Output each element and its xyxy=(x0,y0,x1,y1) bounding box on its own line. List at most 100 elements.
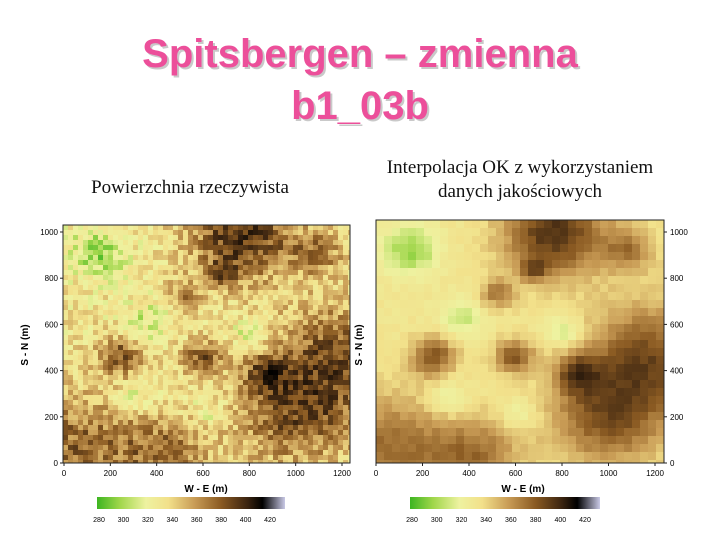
left-map-cell xyxy=(153,445,158,450)
left-map-cell xyxy=(193,410,198,415)
right-map-cell xyxy=(568,300,576,308)
right-map-cell xyxy=(472,268,480,276)
left-map-cell xyxy=(108,370,113,375)
left-map-cell xyxy=(293,400,298,405)
right-map-cell xyxy=(424,380,432,388)
right-map-cell xyxy=(624,412,632,420)
left-map-cell xyxy=(123,270,128,275)
left-map-cell xyxy=(83,310,88,315)
right-map-cell xyxy=(616,268,624,276)
left-map-cell xyxy=(73,390,78,395)
left-map-cell xyxy=(128,420,133,425)
left-map-cell xyxy=(218,320,223,325)
right-map-cell xyxy=(472,388,480,396)
left-map-cell xyxy=(278,250,283,255)
left-map-cell xyxy=(198,245,203,250)
left-map-cell xyxy=(338,450,343,455)
right-map-cell xyxy=(408,396,416,404)
left-map-cell xyxy=(278,280,283,285)
right-map-cell xyxy=(592,332,600,340)
right-map-cell xyxy=(560,332,568,340)
left-map-cell xyxy=(128,405,133,410)
left-map-cell xyxy=(263,315,268,320)
right-map-cell xyxy=(392,252,400,260)
left-map-cell xyxy=(143,315,148,320)
right-map-cell xyxy=(384,252,392,260)
left-map-cell xyxy=(213,240,218,245)
right-map-cell xyxy=(488,340,496,348)
left-map-cell xyxy=(118,340,123,345)
right-map-cell xyxy=(640,356,648,364)
left-map-cell xyxy=(143,355,148,360)
left-map-cell xyxy=(163,390,168,395)
left-map-cell xyxy=(198,315,203,320)
left-map-cell xyxy=(263,300,268,305)
right-map-cell xyxy=(656,460,664,463)
left-map-cell xyxy=(103,280,108,285)
left-map-cell xyxy=(168,320,173,325)
right-map-cell xyxy=(392,436,400,444)
left-map-cell xyxy=(103,360,108,365)
right-map-cell xyxy=(488,284,496,292)
left-map-cell xyxy=(118,385,123,390)
left-map-cell xyxy=(173,430,178,435)
left-map-cell xyxy=(258,305,263,310)
right-map-cell xyxy=(608,348,616,356)
left-map-cell xyxy=(168,245,173,250)
right-map-cell xyxy=(512,428,520,436)
left-map-cell xyxy=(183,250,188,255)
right-map-cell xyxy=(560,356,568,364)
left-map-cell xyxy=(248,405,253,410)
left-map-cell xyxy=(148,385,153,390)
left-map-cell xyxy=(118,345,123,350)
left-map-cell xyxy=(293,375,298,380)
left-map-cell xyxy=(128,445,133,450)
left-map-cell xyxy=(128,440,133,445)
right-map-cell xyxy=(488,316,496,324)
left-map-cell xyxy=(138,370,143,375)
left-map-cell xyxy=(78,355,83,360)
left-map-cell xyxy=(63,240,68,245)
left-map-cell xyxy=(273,265,278,270)
left-map-cell xyxy=(78,460,83,463)
left-map-cell xyxy=(188,425,193,430)
left-map-cell xyxy=(63,330,68,335)
left-map-cell xyxy=(203,390,208,395)
left-map-cell xyxy=(188,250,193,255)
left-map-cell xyxy=(253,420,258,425)
right-map-cell xyxy=(632,276,640,284)
right-map-cell xyxy=(376,380,384,388)
left-map-cell xyxy=(123,310,128,315)
left-map-cell xyxy=(163,225,168,230)
right-map-cell xyxy=(392,380,400,388)
left-map-cell xyxy=(268,375,273,380)
left-map-cell xyxy=(333,445,338,450)
left-map-cell xyxy=(303,360,308,365)
left-map-cell xyxy=(218,325,223,330)
left-map-cell xyxy=(93,420,98,425)
left-map-cell xyxy=(308,360,313,365)
left-map-cell xyxy=(153,390,158,395)
left-map-cell xyxy=(128,250,133,255)
left-map-cell xyxy=(258,345,263,350)
right-map-cell xyxy=(432,228,440,236)
right-map-cell xyxy=(528,308,536,316)
left-map-cell xyxy=(98,400,103,405)
right-map-cell xyxy=(632,332,640,340)
left-map-cell xyxy=(83,305,88,310)
left-map-cell xyxy=(88,295,93,300)
right-map-cell xyxy=(568,388,576,396)
right-colorbar-tick-label: 280 xyxy=(406,517,418,524)
left-map-cell xyxy=(73,385,78,390)
left-map-cell xyxy=(313,375,318,380)
left-map-cell xyxy=(288,280,293,285)
left-map-cell xyxy=(223,300,228,305)
right-map-cell xyxy=(440,452,448,460)
left-map-cell xyxy=(193,460,198,463)
right-map-cell xyxy=(552,300,560,308)
right-map-cell xyxy=(448,420,456,428)
right-map-cell xyxy=(544,412,552,420)
left-map-cell xyxy=(68,440,73,445)
right-map-cell xyxy=(480,252,488,260)
